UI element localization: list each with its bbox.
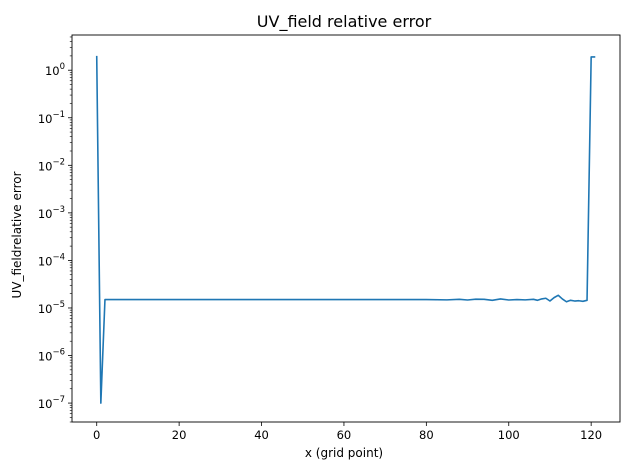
- y-tick-label: 10−7: [38, 395, 65, 411]
- y-tick-label: 10−2: [38, 157, 65, 173]
- y-axis: 10−7 10−6 10−5 10−4 10−3 10−2 10−1 100: [38, 36, 72, 423]
- plot-frame: [71, 34, 621, 423]
- x-tick-label: 0: [93, 428, 100, 442]
- x-axis-label: x (grid point): [305, 446, 383, 460]
- x-tick-label: 60: [337, 428, 352, 442]
- y-tick-label: 10−6: [38, 348, 65, 364]
- y-tick-label: 10−5: [38, 300, 65, 316]
- y-tick-label: 10−1: [38, 110, 65, 126]
- x-tick-label: 40: [254, 428, 269, 442]
- x-axis: 0 20 40 60 80 100 120: [93, 422, 602, 442]
- x-tick-label: 20: [172, 428, 187, 442]
- series-line-0: [95, 55, 596, 404]
- y-axis-label: UV_fieldrelative error: [10, 171, 24, 298]
- x-tick-label: 80: [419, 428, 434, 442]
- plot-area: [71, 34, 621, 423]
- x-tick-label: 120: [580, 428, 602, 442]
- y-tick-label: 10−4: [38, 252, 65, 268]
- y-tick-label: 100: [45, 62, 65, 78]
- chart-title: UV_field relative error: [257, 12, 432, 32]
- y-tick-label: 10−3: [38, 205, 65, 221]
- x-tick-label: 100: [498, 428, 520, 442]
